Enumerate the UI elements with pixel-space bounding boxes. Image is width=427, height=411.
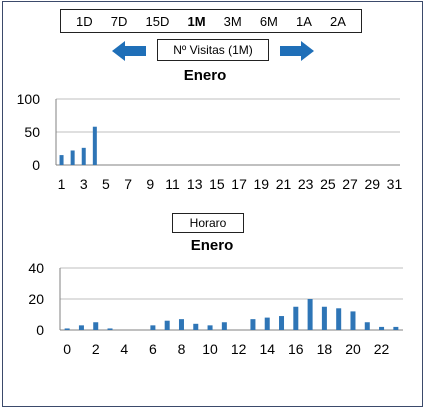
x-tick-label: 14	[259, 341, 275, 357]
bar	[379, 326, 385, 330]
x-tick-label: 18	[317, 341, 333, 357]
range-option-7d[interactable]: 7D	[110, 13, 128, 29]
navigation-row: Nº Visitas (1M)	[112, 39, 314, 64]
bar	[164, 320, 170, 330]
range-option-2a[interactable]: 2A	[330, 13, 346, 29]
bar	[264, 317, 270, 330]
range-option-15d[interactable]: 15D	[145, 13, 170, 29]
x-tick-label: 29	[364, 176, 380, 192]
x-tick-label: 21	[276, 176, 292, 192]
bar	[250, 319, 256, 330]
x-tick-label: 1	[58, 176, 66, 192]
y-tick-label: 50	[24, 124, 40, 140]
x-tick-label: 0	[63, 341, 71, 357]
bar	[207, 325, 213, 330]
range-option-6m[interactable]: 6M	[259, 13, 278, 29]
bar	[293, 306, 299, 330]
bar	[81, 147, 86, 165]
x-tick-label: 16	[288, 341, 304, 357]
x-tick-label: 23	[298, 176, 314, 192]
chart-title: Enero	[191, 237, 234, 254]
x-tick-label: 22	[374, 341, 390, 357]
x-tick-label: 4	[120, 341, 128, 357]
x-tick-label: 5	[102, 176, 110, 192]
x-tick-label: 2	[92, 341, 100, 357]
bar	[70, 150, 75, 165]
x-tick-label: 10	[202, 341, 218, 357]
x-tick-label: 25	[320, 176, 336, 192]
bar	[107, 328, 113, 330]
range-selector: 1D 7D 15D 1M 3M 6M 1A 2A	[60, 9, 362, 33]
dashboard-frame	[2, 1, 423, 407]
range-option-1d[interactable]: 1D	[76, 13, 93, 29]
range-option-3m[interactable]: 3M	[223, 13, 242, 29]
y-tick-label: 0	[32, 157, 40, 173]
bar	[364, 322, 370, 330]
x-tick-label: 15	[209, 176, 225, 192]
bar	[178, 319, 184, 330]
metric-label[interactable]: Nº Visitas (1M)	[157, 39, 269, 61]
bar	[321, 306, 327, 330]
range-option-1m[interactable]: 1M	[187, 13, 206, 29]
bar	[64, 328, 70, 330]
x-tick-label: 17	[231, 176, 247, 192]
y-tick-label: 40	[28, 260, 44, 276]
range-option-1a[interactable]: 1A	[296, 13, 312, 29]
right-arrow-icon[interactable]	[280, 41, 314, 61]
x-tick-label: 11	[165, 176, 180, 192]
x-tick-label: 19	[254, 176, 270, 192]
x-tick-label: 9	[146, 176, 154, 192]
x-tick-label: 13	[187, 176, 203, 192]
bar	[350, 311, 356, 330]
bar	[221, 322, 227, 330]
bar	[92, 126, 97, 165]
bar	[307, 299, 313, 330]
bar	[150, 325, 156, 330]
hourly-visits-chart: Enero 0 20 40 0 2 4 6 8 10 12 14 16 18 20 22	[28, 237, 403, 357]
x-tick-label: 31	[387, 176, 403, 192]
y-tick-label: 0	[36, 322, 44, 338]
x-tick-label: 6	[149, 341, 157, 357]
bar	[336, 308, 342, 330]
x-tick-label: 20	[345, 341, 361, 357]
bar	[59, 155, 64, 165]
y-tick-label: 20	[28, 291, 44, 307]
left-arrow-icon[interactable]	[112, 41, 146, 61]
x-tick-label: 3	[80, 176, 88, 192]
y-tick-label: 100	[17, 91, 41, 107]
bar	[279, 316, 285, 330]
bar	[93, 322, 99, 330]
hourly-button[interactable]: Horaro	[172, 213, 244, 233]
x-tick-label: 8	[178, 341, 186, 357]
bar	[193, 323, 199, 330]
bar	[393, 326, 399, 330]
x-tick-label: 27	[342, 176, 358, 192]
chart-title: Enero	[184, 67, 227, 84]
bar	[78, 325, 84, 330]
x-tick-label: 7	[124, 176, 132, 192]
x-tick-label: 12	[231, 341, 247, 357]
